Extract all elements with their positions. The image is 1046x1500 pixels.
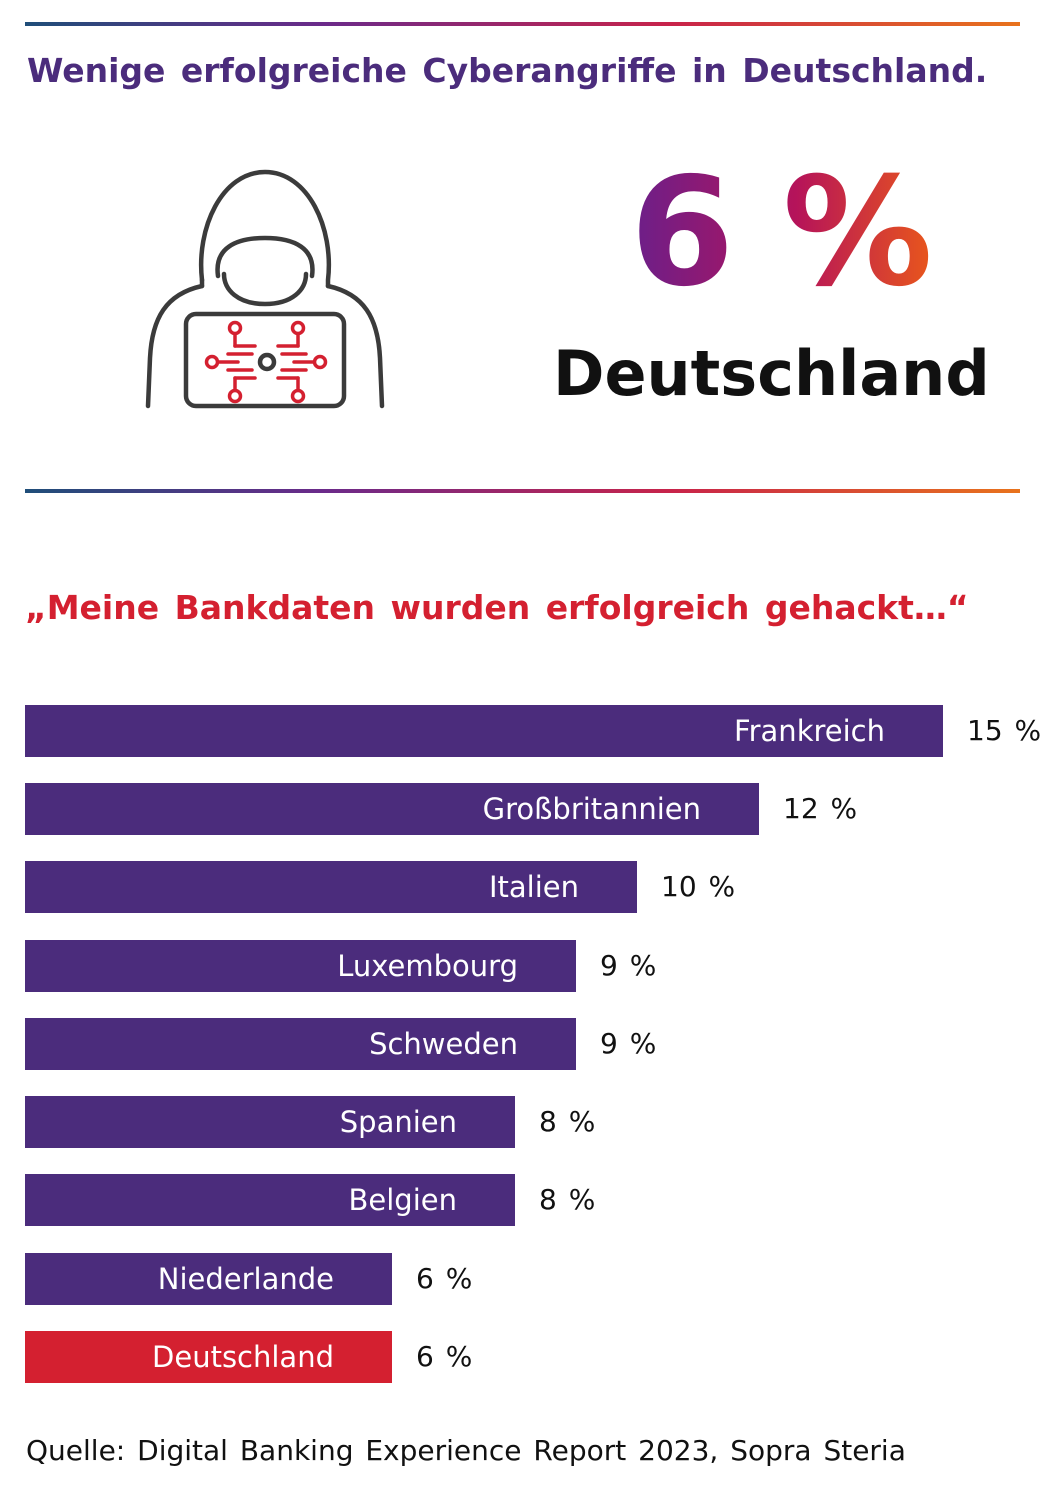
bar-spanien: Spanien	[25, 1096, 515, 1148]
bar-value-label: 15 %	[967, 714, 1042, 747]
headline-country: Deutschland	[553, 337, 990, 410]
bar-label: Frankreich	[734, 714, 885, 748]
top-gradient-divider	[25, 22, 1020, 26]
bar-großbritannien: Großbritannien	[25, 783, 759, 835]
bar-value-label: 6 %	[416, 1262, 473, 1295]
bar-label: Deutschland	[152, 1340, 334, 1374]
bar-label: Italien	[488, 870, 579, 904]
bar-value-label: 9 %	[600, 949, 657, 982]
bar-frankreich: Frankreich	[25, 705, 943, 757]
bar-luxembourg: Luxembourg	[25, 940, 576, 992]
bar-italien: Italien	[25, 861, 637, 913]
bar-label: Spanien	[339, 1105, 457, 1139]
chart-question: „Meine Bankdaten wurden erfolgreich geha…	[25, 588, 969, 627]
bar-value-label: 6 %	[416, 1340, 473, 1373]
bar-schweden: Schweden	[25, 1018, 576, 1070]
headline-percentage: 6 %	[630, 146, 933, 320]
bar-value-label: 8 %	[539, 1183, 596, 1216]
bar-label: Belgien	[348, 1183, 457, 1217]
bar-label: Niederlande	[157, 1262, 334, 1296]
bar-belgien: Belgien	[25, 1174, 515, 1226]
bar-value-label: 10 %	[661, 870, 736, 903]
bar-deutschland: Deutschland	[25, 1331, 392, 1383]
bar-label: Schweden	[369, 1027, 518, 1061]
page-title: Wenige erfolgreiche Cyberangriffe in Deu…	[27, 51, 988, 90]
bar-label: Luxembourg	[337, 949, 518, 983]
middle-gradient-divider	[25, 489, 1020, 493]
bar-niederlande: Niederlande	[25, 1253, 392, 1305]
bar-label: Großbritannien	[482, 792, 701, 826]
bar-value-label: 12 %	[783, 792, 858, 825]
bar-value-label: 9 %	[600, 1027, 657, 1060]
source-note: Quelle: Digital Banking Experience Repor…	[26, 1434, 906, 1467]
hacker-icon	[140, 168, 390, 422]
bar-value-label: 8 %	[539, 1105, 596, 1138]
